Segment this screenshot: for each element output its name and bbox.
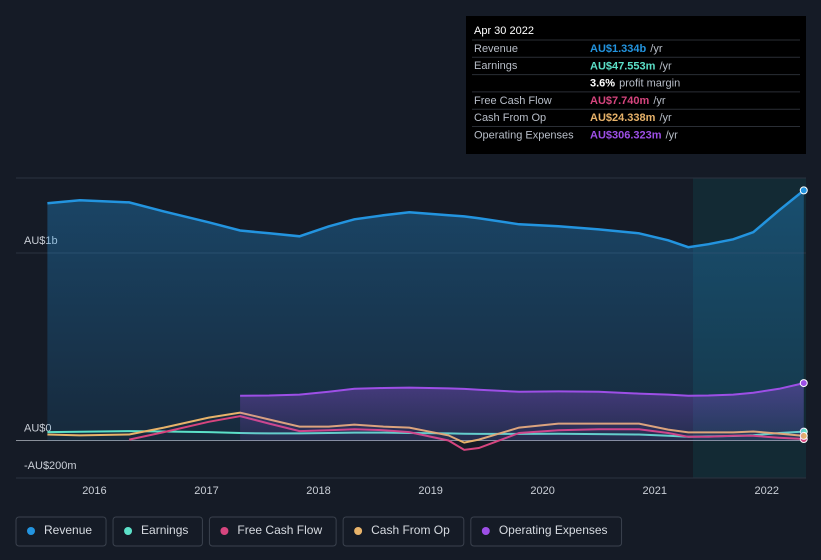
x-tick-label: 2022 bbox=[755, 485, 779, 497]
tooltip-label: Earnings bbox=[474, 60, 518, 72]
tooltip-suffix: /yr bbox=[659, 112, 672, 124]
legend-box bbox=[470, 516, 623, 547]
y-tick-label: AU$0 bbox=[24, 422, 52, 434]
tooltip-value-text: AU$306.323m bbox=[590, 129, 662, 141]
tooltip-value-text: AU$47.553m bbox=[590, 60, 656, 72]
series-line bbox=[47, 189, 805, 249]
tooltip-value: AU$24.338m/yr bbox=[590, 112, 672, 124]
tooltip-value: AU$47.553m/yr bbox=[590, 60, 672, 72]
tooltip-suffix: /yr bbox=[653, 95, 666, 107]
tooltip: Apr 30 2022 Revenue AU$1.334b/yr Earnings AU… bbox=[466, 16, 806, 154]
legend-box bbox=[15, 516, 107, 547]
x-tick-label: 2016 bbox=[82, 485, 106, 497]
series-area bbox=[47, 190, 804, 441]
tooltip-value-text: AU$1.334b bbox=[590, 43, 647, 55]
y-tick-label: -AU$200m bbox=[24, 460, 77, 472]
end-point bbox=[799, 379, 808, 388]
tooltip-value: AU$7.740m/yr bbox=[590, 95, 666, 107]
tooltip-box bbox=[466, 16, 806, 154]
tooltip-value: AU$1.334b/yr bbox=[590, 43, 663, 55]
x-tick-label: 2017 bbox=[194, 485, 218, 497]
series-area bbox=[240, 383, 804, 441]
x-tick-label: 2020 bbox=[530, 485, 554, 497]
legend-item[interactable]: Operating Expenses bbox=[470, 516, 623, 547]
legend-swatch bbox=[354, 527, 363, 535]
tooltip-label: Free Cash Flow bbox=[474, 95, 552, 107]
tooltip-label: Revenue bbox=[474, 43, 518, 55]
legend-item[interactable]: Free Cash Flow bbox=[208, 516, 337, 547]
x-tick-label: 2019 bbox=[418, 485, 442, 497]
tooltip-value-text: AU$24.338m bbox=[590, 112, 656, 124]
legend-box bbox=[342, 516, 465, 547]
legend-box bbox=[208, 516, 337, 547]
tooltip-date: Apr 30 2022 bbox=[474, 25, 534, 37]
legend-item[interactable]: Cash From Op bbox=[342, 516, 465, 547]
legend-box bbox=[112, 516, 203, 547]
legend-label: Revenue bbox=[44, 523, 92, 537]
legend-item[interactable]: Revenue bbox=[15, 516, 107, 547]
legend-label: Operating Expenses bbox=[499, 523, 608, 537]
series-line bbox=[240, 382, 805, 397]
legend-label: Cash From Op bbox=[371, 523, 450, 537]
tooltip-suffix: profit margin bbox=[619, 78, 680, 90]
tooltip-value-text: AU$7.740m bbox=[590, 95, 650, 107]
legend-label: Earnings bbox=[141, 523, 188, 537]
tooltip-suffix: /yr bbox=[659, 60, 672, 72]
tooltip-label: Cash From Op bbox=[474, 112, 546, 124]
tooltip-suffix: /yr bbox=[666, 129, 679, 141]
tooltip-value: AU$306.323m/yr bbox=[590, 129, 678, 141]
legend-swatch bbox=[220, 527, 229, 535]
tooltip-suffix: /yr bbox=[650, 43, 663, 55]
legend-swatch bbox=[124, 527, 133, 535]
end-point bbox=[799, 186, 808, 195]
legend-label: Free Cash Flow bbox=[237, 523, 322, 537]
tooltip-value: 3.6% profit margin bbox=[590, 78, 680, 90]
x-tick-label: 2021 bbox=[642, 485, 666, 497]
legend-item[interactable]: Earnings bbox=[112, 516, 203, 547]
tooltip-value-text: 3.6% bbox=[590, 78, 615, 90]
x-tick-label: 2018 bbox=[306, 485, 330, 497]
tooltip-label: Operating Expenses bbox=[474, 129, 574, 141]
legend-swatch bbox=[481, 527, 490, 535]
legend-swatch bbox=[27, 527, 35, 535]
legend: Revenue Earnings Free Cash Flow Cash From O… bbox=[15, 516, 623, 547]
